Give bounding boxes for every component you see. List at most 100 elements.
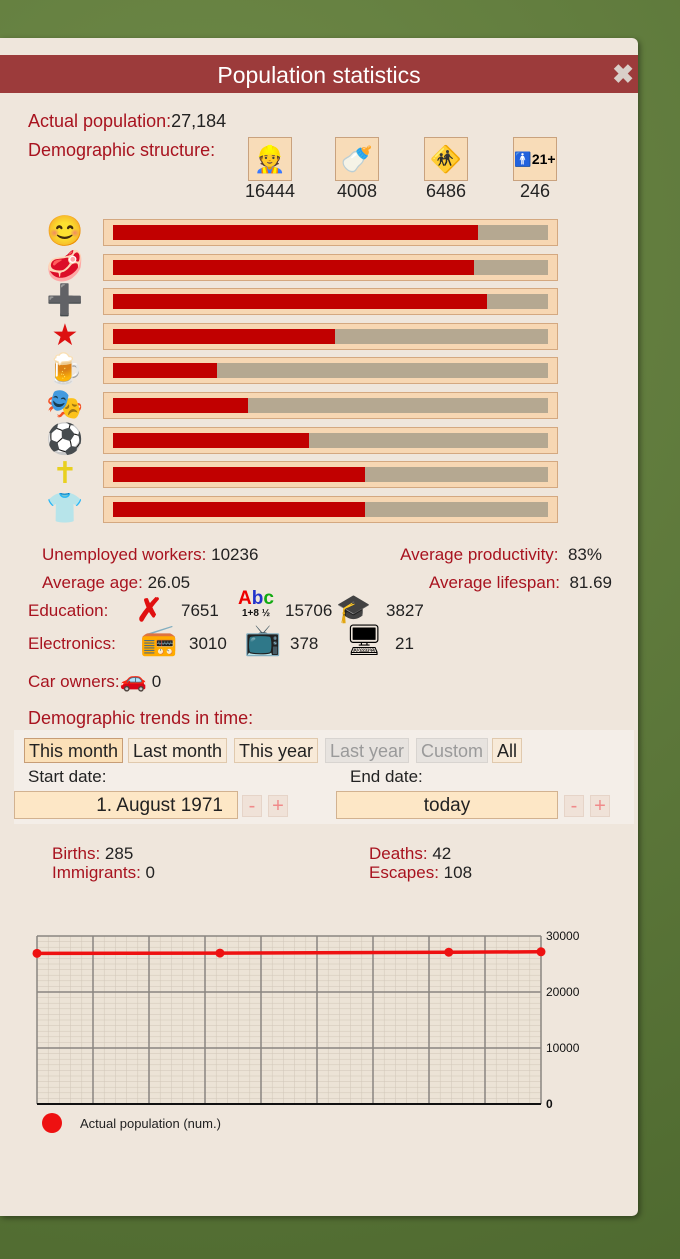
last-year-button[interactable]: Last year xyxy=(325,738,410,763)
children-icon: 🚸 xyxy=(424,137,468,181)
satisfaction-bar xyxy=(103,322,558,350)
university-count: 3827 xyxy=(386,601,424,620)
car-owners-label: Car owners: xyxy=(28,672,120,691)
window-titlebar: Population statistics ✖ xyxy=(0,55,638,93)
age-label: Average age: xyxy=(42,573,143,592)
actual-population-label: Actual population: xyxy=(28,111,172,131)
workers-count: 16444 xyxy=(244,181,296,201)
population-chart: 30000 20000 10000 0 Actual population (num.) xyxy=(32,929,580,1133)
start-date-field[interactable]: 1. August 1971 xyxy=(14,791,238,819)
satisfaction-bar xyxy=(103,495,558,523)
custom-button[interactable]: Custom xyxy=(416,738,489,763)
immigrants-value: 0 xyxy=(145,863,155,882)
start-date-plus-button[interactable]: + xyxy=(268,795,288,817)
bar-fill xyxy=(113,328,335,344)
average-age: Average age: 26.05 xyxy=(42,573,190,593)
satisfaction-bar xyxy=(103,219,558,246)
beer-bottle-icon: 🍺 xyxy=(46,353,84,387)
bar-track xyxy=(113,328,548,344)
satisfaction-bar xyxy=(103,288,558,316)
date-range-controls: This month Last month This year Last yea… xyxy=(14,730,634,824)
bar-fill xyxy=(113,225,479,240)
tv-icon: 📺 xyxy=(244,624,282,657)
end-date-field[interactable]: today xyxy=(336,791,558,819)
sport-balls-icon: ⚽ xyxy=(46,422,84,456)
adult-21plus-icon: 🚹21+ xyxy=(513,137,557,181)
data-point xyxy=(444,947,454,957)
bar-track xyxy=(113,294,548,310)
all-button[interactable]: All xyxy=(492,738,523,763)
radio-count: 3010 xyxy=(189,634,227,653)
computer-icon: 🖥 xyxy=(345,624,384,657)
satisfaction-bar xyxy=(103,253,558,281)
unemployed-label: Unemployed workers: xyxy=(42,545,207,564)
productivity-value: 83% xyxy=(567,545,602,564)
actual-population: Actual population:27,184 xyxy=(28,111,226,132)
children-count: 6486 xyxy=(425,181,467,201)
no-education-icon: ✗ xyxy=(136,592,163,628)
window-title: Population statistics xyxy=(217,62,421,88)
workers-icon: 👷 xyxy=(248,137,292,181)
graduation-cap-icon: 🎓 xyxy=(336,593,371,624)
deaths-escapes: Deaths: 42 Escapes: 108 xyxy=(369,844,472,882)
y-tick-label: 10000 xyxy=(546,1041,580,1055)
end-date-plus-button[interactable]: + xyxy=(590,795,610,817)
productivity-label: Average productivity: xyxy=(400,545,559,564)
close-icon[interactable]: ✖ xyxy=(612,59,634,89)
bar-track xyxy=(113,259,548,275)
start-date-label: Start date: xyxy=(28,767,107,786)
bar-fill xyxy=(113,294,488,310)
legend-marker xyxy=(42,1113,62,1133)
car-owners-value: 0 xyxy=(151,672,162,691)
average-productivity: Average productivity: 83% xyxy=(400,545,602,565)
babies-count: 4008 xyxy=(336,181,378,201)
this-month-button[interactable]: This month xyxy=(24,738,124,763)
escapes-label: Escapes: xyxy=(369,863,439,882)
bar-fill xyxy=(113,363,218,379)
bar-fill xyxy=(113,398,248,413)
actual-population-value: 27,184 xyxy=(171,111,227,131)
health-cross-icon: ➕ xyxy=(46,284,84,318)
last-month-button[interactable]: Last month xyxy=(128,738,228,763)
bar-fill xyxy=(113,432,309,448)
bar-track xyxy=(113,225,548,240)
births-immigrants: Births: 285 Immigrants: 0 xyxy=(52,844,155,882)
age-value: 26.05 xyxy=(147,573,191,592)
electronics-label: Electronics: xyxy=(28,634,116,653)
escapes-value: 108 xyxy=(443,863,473,882)
demographic-structure-label: Demographic structure: xyxy=(28,140,216,160)
average-lifespan: Average lifespan: 81.69 xyxy=(429,573,612,593)
bar-track xyxy=(113,467,548,483)
y-tick-label: 0 xyxy=(546,1097,553,1111)
data-point xyxy=(32,948,42,958)
population-statistics-window: Population statistics ✖ Actual populatio… xyxy=(0,38,638,1216)
computer-count: 21 xyxy=(395,634,414,653)
births-label: Births: xyxy=(52,844,101,863)
car-owners: Car owners:🚗 0 xyxy=(28,667,161,693)
this-year-button[interactable]: This year xyxy=(234,738,319,763)
bar-track xyxy=(113,398,548,413)
smiley-icon: 😊 xyxy=(46,215,84,248)
lifespan-value: 81.69 xyxy=(569,573,612,592)
start-date-minus-button[interactable]: - xyxy=(242,795,262,817)
satisfaction-bar xyxy=(103,426,558,454)
data-point xyxy=(536,947,546,957)
adults-count: 246 xyxy=(519,181,551,201)
y-tick-label: 20000 xyxy=(546,985,580,999)
radio-icon: 📻 xyxy=(140,624,178,657)
legend-label: Actual population (num.) xyxy=(80,1116,221,1131)
no-education-count: 7651 xyxy=(181,601,219,620)
end-date-label: End date: xyxy=(350,767,423,786)
meat-icon: 🥩 xyxy=(46,249,84,283)
deaths-label: Deaths: xyxy=(369,844,428,863)
theater-masks-icon: 🎭 xyxy=(46,388,84,421)
basic-education-count: 15706 xyxy=(285,601,333,620)
end-date-minus-button[interactable]: - xyxy=(564,795,584,817)
tv-count: 378 xyxy=(290,634,319,653)
bar-fill xyxy=(113,501,366,517)
births-value: 285 xyxy=(104,844,134,863)
education-label: Education: xyxy=(28,601,109,620)
satisfaction-bar xyxy=(103,461,558,489)
bar-track xyxy=(113,501,548,517)
clothes-icon: 👕 xyxy=(46,491,84,525)
